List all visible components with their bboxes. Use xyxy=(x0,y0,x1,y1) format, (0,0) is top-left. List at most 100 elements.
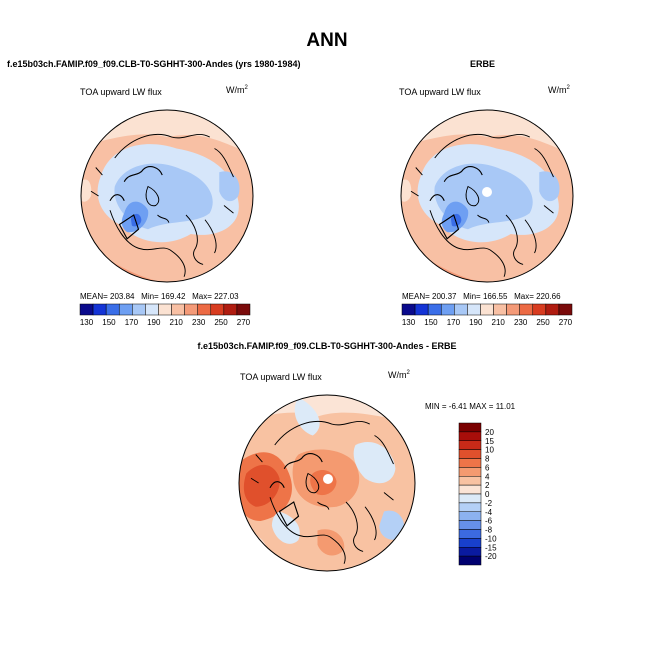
colorbar-swatch xyxy=(458,476,482,486)
colorbar-swatch xyxy=(440,303,455,316)
colorbar-swatch xyxy=(458,511,482,521)
colorbar-swatch xyxy=(197,303,212,316)
colorbar-tick-label: 10 xyxy=(485,446,494,455)
colorbar-tick-label: 190 xyxy=(469,318,483,327)
colorbar-tick-label: -15 xyxy=(485,543,497,552)
colorbar-swatch xyxy=(158,303,172,316)
panel1-max: Max= 227.03 xyxy=(192,292,239,301)
colorbar-tick-label: -6 xyxy=(485,517,493,526)
panel1-min: Min= 169.42 xyxy=(141,292,186,301)
colorbar-swatch xyxy=(532,303,547,316)
panel1-units: W/m2 xyxy=(226,85,248,95)
colorbar-swatch xyxy=(105,303,120,316)
colorbar-tick-label: 15 xyxy=(485,437,494,446)
colorbar-swatch xyxy=(458,431,482,441)
colorbar-swatch xyxy=(458,458,482,468)
colorbar-tick-label: 270 xyxy=(237,318,251,327)
colorbar-tick-label: 4 xyxy=(485,472,490,481)
colorbar-tick-label: 2 xyxy=(485,481,490,490)
colorbar-swatch xyxy=(236,303,251,316)
panel2-units: W/m2 xyxy=(548,85,570,95)
panel2-mean: MEAN= 200.37 xyxy=(402,292,457,301)
colorbar-swatch xyxy=(184,303,198,316)
colorbar-swatch xyxy=(558,303,573,316)
colorbar-swatch xyxy=(118,303,133,316)
panel2-stats: MEAN= 200.37 Min= 166.55 Max= 220.66 xyxy=(402,292,561,301)
colorbar-swatch xyxy=(223,303,238,316)
colorbar-tick-label: -8 xyxy=(485,526,493,535)
panel1-mean: MEAN= 203.84 xyxy=(80,292,135,301)
colorbar-swatch xyxy=(414,303,429,316)
colorbar-tick-label: -4 xyxy=(485,508,493,517)
colorbar-tick-label: 210 xyxy=(492,318,506,327)
colorbar-tick-label: 130 xyxy=(80,318,94,327)
colorbar-tick-label: 250 xyxy=(536,318,550,327)
colorbar-tick-label: 190 xyxy=(147,318,161,327)
colorbar-swatch xyxy=(132,303,146,316)
colorbar-swatch xyxy=(519,303,534,316)
colorbar-swatch xyxy=(467,303,481,316)
colorbar-swatch xyxy=(210,303,225,316)
panel2-variable-label: TOA upward LW flux xyxy=(399,87,481,97)
pole-mask xyxy=(482,187,492,197)
colorbar-swatch xyxy=(458,555,482,566)
colorbar-swatch xyxy=(458,538,482,548)
colorbar-swatch xyxy=(171,303,185,316)
colorbar-tick-label: 230 xyxy=(514,318,528,327)
panel1-stats: MEAN= 203.84 Min= 169.42 Max= 227.03 xyxy=(80,292,239,301)
panel2-map xyxy=(400,109,574,283)
colorbar-swatch xyxy=(458,484,482,495)
diff-stats: MIN = -6.41 MAX = 11.01 xyxy=(425,402,516,411)
colorbar-tick-label: -20 xyxy=(485,552,497,561)
panel1-colorbar: 130 150 170 190 210 230 250 270 xyxy=(79,303,251,327)
colorbar-swatch xyxy=(401,303,416,316)
pole-mask xyxy=(323,474,333,484)
colorbar-tick-label: 170 xyxy=(125,318,139,327)
panel2-colorbar: 130 150 170 190 210 230 250 270 xyxy=(401,303,573,327)
colorbar-tick-label: 270 xyxy=(559,318,573,327)
colorbar-tick-label: 150 xyxy=(102,318,116,327)
colorbar-tick-label: 230 xyxy=(192,318,206,327)
colorbar-tick-label: -2 xyxy=(485,499,493,508)
panel2-max: Max= 220.66 xyxy=(514,292,561,301)
colorbar-tick-label: 250 xyxy=(214,318,228,327)
page-title: ANN xyxy=(306,30,348,51)
colorbar-tick-label: 150 xyxy=(424,318,438,327)
colorbar-swatch xyxy=(545,303,560,316)
colorbar-swatch xyxy=(92,303,107,316)
colorbar-swatch xyxy=(458,547,482,557)
colorbar-tick-label: 6 xyxy=(485,463,490,472)
colorbar-swatch xyxy=(493,303,507,316)
colorbar-tick-label: -10 xyxy=(485,534,497,543)
colorbar-swatch xyxy=(458,467,482,477)
colorbar-swatch xyxy=(506,303,520,316)
diff-case-label: f.e15b03ch.FAMIP.f09_f09.CLB-T0-SGHHT-30… xyxy=(197,341,457,351)
colorbar-tick-label: 8 xyxy=(485,455,490,464)
colorbar-tick-label: 130 xyxy=(402,318,416,327)
colorbar-tick-label: 20 xyxy=(485,428,494,437)
colorbar-swatch xyxy=(458,493,482,504)
colorbar-swatch xyxy=(458,422,482,433)
colorbar-tick-label: 0 xyxy=(485,490,490,499)
panel2-min: Min= 166.55 xyxy=(463,292,508,301)
diff-map xyxy=(238,394,416,572)
colorbar-tick-label: 210 xyxy=(170,318,184,327)
colorbar-tick-label: 170 xyxy=(447,318,461,327)
diff-variable-label: TOA upward LW flux xyxy=(240,372,322,382)
colorbar-swatch xyxy=(458,440,482,450)
colorbar-swatch xyxy=(145,303,159,316)
colorbar-swatch xyxy=(427,303,442,316)
panel1-map xyxy=(80,109,254,283)
colorbar-swatch xyxy=(458,449,482,459)
colorbar-swatch xyxy=(79,303,94,316)
colorbar-swatch xyxy=(458,520,482,530)
colorbar-swatch xyxy=(458,529,482,539)
colorbar-swatch xyxy=(480,303,494,316)
panel2-case-label: ERBE xyxy=(470,59,496,69)
diff-units: W/m2 xyxy=(388,370,410,380)
colorbar-swatch xyxy=(454,303,468,316)
panel1-variable-label: TOA upward LW flux xyxy=(80,87,162,97)
colorbar-swatch xyxy=(458,502,482,512)
